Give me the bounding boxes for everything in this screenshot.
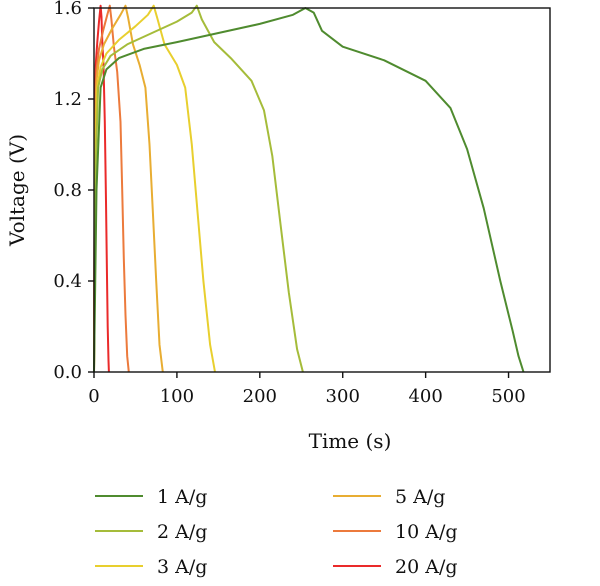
y-tick-label: 0.0 bbox=[53, 362, 82, 383]
series-line-2 bbox=[93, 4, 216, 373]
legend: 1 A/g 2 A/g 3 A/g 5 A/g 10 A/g 20 A/g bbox=[95, 486, 458, 578]
legend-label-0: 1 A/g bbox=[157, 486, 207, 508]
y-tick-label: 1.2 bbox=[53, 89, 82, 110]
y-tick-label: 0.8 bbox=[53, 180, 82, 201]
y-ticks: 0.0 0.4 0.8 1.2 1.6 bbox=[53, 0, 94, 383]
legend-label-5: 20 A/g bbox=[395, 556, 458, 578]
y-tick-label: 0.4 bbox=[53, 271, 82, 292]
legend-label-1: 2 A/g bbox=[157, 521, 207, 543]
plot-frame bbox=[93, 7, 551, 373]
x-tick-label: 200 bbox=[243, 386, 277, 407]
x-tick-label: 300 bbox=[326, 386, 360, 407]
legend-label-4: 10 A/g bbox=[395, 521, 458, 543]
series-line-5 bbox=[93, 4, 110, 373]
series-line-4 bbox=[93, 4, 130, 373]
series-line-3 bbox=[93, 4, 164, 373]
y-axis-title: Voltage (V) bbox=[5, 134, 29, 247]
x-ticks: 0 100 200 300 400 500 bbox=[88, 372, 526, 407]
series-lines bbox=[93, 4, 525, 373]
x-tick-label: 0 bbox=[88, 386, 99, 407]
x-axis-title: Time (s) bbox=[309, 429, 392, 453]
y-tick-label: 1.6 bbox=[53, 0, 82, 19]
legend-label-3: 5 A/g bbox=[395, 486, 445, 508]
series-line-1 bbox=[93, 4, 304, 373]
legend-label-2: 3 A/g bbox=[157, 556, 207, 578]
x-tick-label: 400 bbox=[408, 386, 442, 407]
series-line-0 bbox=[93, 7, 525, 373]
x-tick-label: 100 bbox=[160, 386, 194, 407]
x-tick-label: 500 bbox=[491, 386, 525, 407]
